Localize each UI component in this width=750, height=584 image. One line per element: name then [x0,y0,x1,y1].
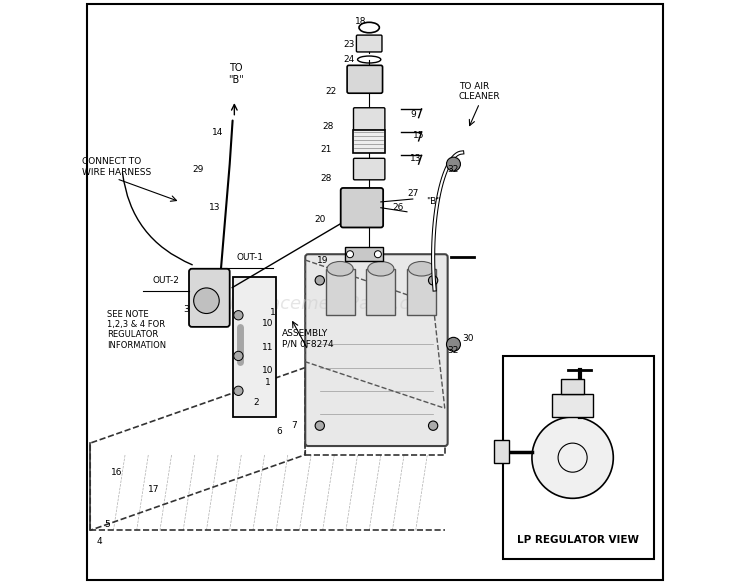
Bar [407,269,436,315]
Text: 29: 29 [192,165,203,175]
Bar [552,394,593,417]
FancyBboxPatch shape [347,65,382,93]
Circle shape [446,338,460,352]
Text: 27: 27 [407,189,419,198]
Text: CONNECT TO
WIRE HARNESS: CONNECT TO WIRE HARNESS [82,157,151,177]
Text: 21: 21 [320,145,332,154]
Text: 3: 3 [183,305,189,314]
Circle shape [234,352,243,360]
Text: 26: 26 [392,203,404,212]
Text: 10: 10 [262,319,273,328]
Text: 13: 13 [410,154,422,163]
Text: TO AIR
CLEANER: TO AIR CLEANER [459,82,500,101]
Bar [326,269,355,315]
Bar [366,269,395,315]
Text: 19: 19 [317,256,328,265]
Text: 6: 6 [276,427,282,436]
Circle shape [446,157,460,171]
Text: 15: 15 [413,131,424,140]
FancyBboxPatch shape [356,35,382,52]
Text: 20: 20 [314,215,326,224]
Text: 28: 28 [322,122,334,131]
Text: 1: 1 [265,378,270,387]
Circle shape [532,417,614,498]
Text: 30: 30 [462,334,474,343]
Circle shape [374,251,382,258]
Text: OUT-2: OUT-2 [152,276,179,285]
FancyBboxPatch shape [353,158,385,180]
FancyBboxPatch shape [305,254,448,446]
Text: 16: 16 [110,468,122,477]
Text: "B": "B" [426,197,440,206]
Text: 4: 4 [96,537,102,547]
Text: 32: 32 [448,165,459,175]
Text: 22: 22 [326,87,337,96]
Text: 10: 10 [262,366,273,375]
Bar [503,356,654,559]
Text: 18: 18 [355,18,366,26]
Text: 7: 7 [291,421,296,430]
FancyBboxPatch shape [189,269,230,327]
Circle shape [428,276,438,285]
Circle shape [315,276,325,285]
Bar [232,277,276,417]
FancyBboxPatch shape [353,108,385,130]
Text: 23: 23 [344,40,355,50]
Text: SEE NOTE
1,2,3 & 4 FOR
REGULATOR
INFORMATION: SEE NOTE 1,2,3 & 4 FOR REGULATOR INFORMA… [107,310,166,350]
Text: 32: 32 [448,346,459,354]
Text: 24: 24 [344,55,355,64]
Circle shape [194,288,219,314]
Text: 1: 1 [271,308,276,317]
Text: 9: 9 [410,110,416,119]
Text: eReplacementParts.com: eReplacementParts.com [218,294,439,312]
Text: 11: 11 [262,343,273,352]
Text: 14: 14 [212,128,223,137]
Circle shape [234,311,243,320]
Bar [494,440,508,464]
Circle shape [346,251,353,258]
Ellipse shape [409,262,434,276]
Text: ASSEMBLY
P/N 0F8274: ASSEMBLY P/N 0F8274 [282,329,334,348]
Text: 13: 13 [209,203,221,212]
Text: TO
"B": TO "B" [228,63,244,85]
Circle shape [234,386,243,395]
Text: 5: 5 [105,520,110,529]
Text: 2: 2 [253,398,259,407]
Text: 17: 17 [148,485,160,494]
Ellipse shape [327,262,353,276]
Bar [345,246,382,261]
Circle shape [428,421,438,430]
Text: 28: 28 [320,174,332,183]
Text: LP REGULATOR VIEW: LP REGULATOR VIEW [518,535,640,545]
Bar [561,379,584,394]
Text: OUT-1: OUT-1 [236,253,263,262]
Bar [353,130,385,152]
Circle shape [315,421,325,430]
Ellipse shape [368,262,394,276]
FancyBboxPatch shape [340,188,383,228]
